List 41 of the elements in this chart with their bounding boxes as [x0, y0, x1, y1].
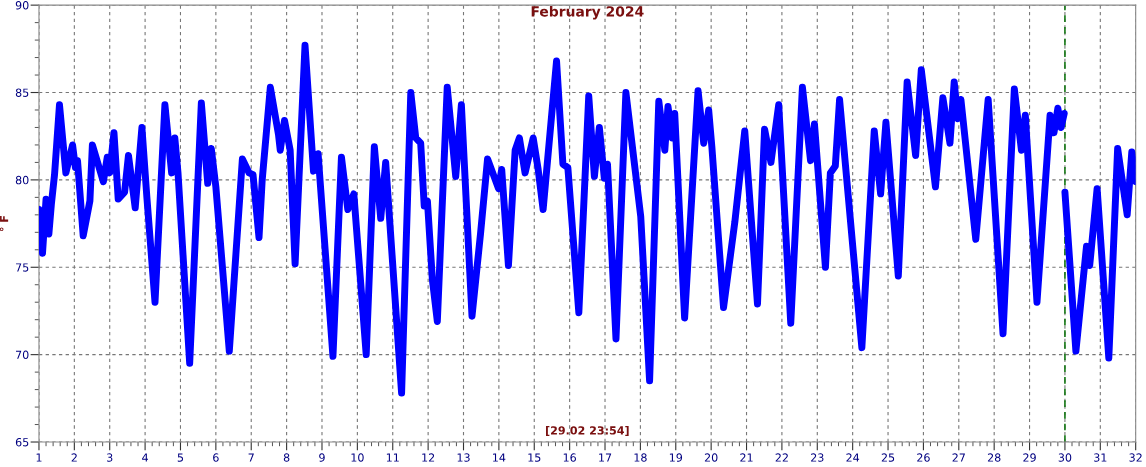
- y-tick-label: 70: [16, 350, 29, 360]
- x-tick-label: 22: [775, 453, 788, 462]
- x-tick-label: 27: [952, 453, 965, 462]
- x-tick-label: 4: [142, 453, 149, 462]
- x-tick-label: 10: [351, 453, 364, 462]
- x-tick-label: 16: [563, 453, 577, 462]
- y-tick-label: 90: [15, 1, 29, 10]
- x-tick-label: 15: [528, 453, 541, 462]
- x-tick-label: 5: [177, 453, 184, 462]
- x-tick-label: 30: [1058, 453, 1072, 462]
- x-tick-label: 14: [493, 453, 506, 462]
- x-tick-label: 8: [283, 453, 290, 462]
- x-tick-label: 31: [1094, 453, 1107, 462]
- x-tick-label: 19: [669, 453, 683, 462]
- x-tick-label: 3: [107, 453, 113, 462]
- y-tick-label: 85: [15, 88, 29, 97]
- x-tick-label: 29: [1023, 453, 1036, 462]
- x-tick-label: 7: [248, 453, 254, 462]
- x-tick-label: 32: [1129, 453, 1142, 462]
- chart-title: February 2024: [531, 5, 644, 20]
- x-tick-label: 26: [917, 453, 930, 462]
- x-tick-label: 11: [386, 453, 399, 462]
- x-tick-label: 2: [71, 453, 77, 462]
- x-tick-label: 6: [213, 453, 219, 462]
- x-tick-label: 13: [457, 453, 470, 462]
- y-tick-label: 65: [15, 437, 29, 447]
- y-tick-label: 80: [15, 175, 29, 185]
- x-tick-label: 23: [811, 453, 824, 462]
- x-tick-label: 28: [987, 453, 1001, 462]
- x-tick-label: 12: [422, 453, 435, 462]
- x-tick-label: 17: [599, 453, 612, 462]
- x-tick-label: 25: [881, 453, 895, 462]
- x-tick-label: 21: [740, 453, 753, 462]
- x-tick-label: 24: [846, 453, 860, 462]
- x-tick-label: 9: [319, 453, 325, 462]
- x-tick-label: 20: [704, 453, 718, 462]
- y-axis-title: ° F: [0, 216, 9, 232]
- x-tick-label: 1: [36, 453, 42, 462]
- annotation: [29.02 23:54]: [546, 426, 629, 436]
- x-tick-label: 18: [634, 453, 647, 462]
- y-tick-label: 75: [16, 263, 29, 272]
